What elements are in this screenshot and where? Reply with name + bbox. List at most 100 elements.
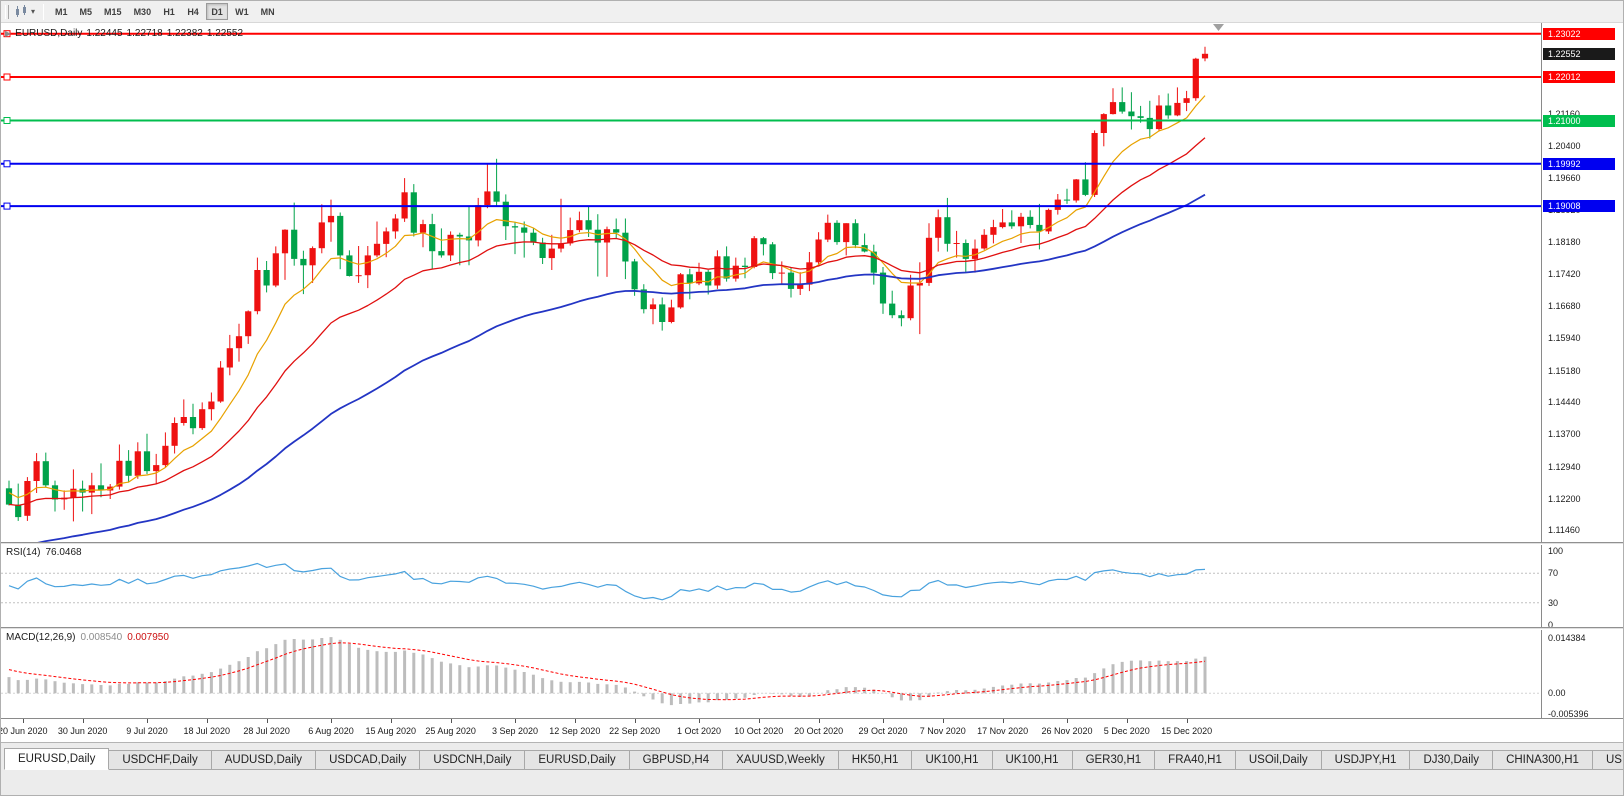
price-axis-label: 1.12940 xyxy=(1548,461,1581,472)
date-label: 6 Aug 2020 xyxy=(308,726,354,736)
timeframe-button-h4[interactable]: H4 xyxy=(187,7,199,17)
date-label: 12 Sep 2020 xyxy=(549,726,601,736)
date-label: 7 Nov 2020 xyxy=(919,726,966,736)
tab-dj30-daily-15[interactable]: DJ30,Daily xyxy=(1410,750,1494,770)
tab-uk100-h1-10[interactable]: UK100,H1 xyxy=(992,750,1073,770)
tab-bar-container: EURUSD,Daily USDCHF,Daily AUDUSD,Daily USDC… xyxy=(1,742,1623,795)
timeframes-toolbar: ▾ M1 M5 M15 M30 H1 H4 D1 W1 MN xyxy=(1,1,1623,23)
tab-china300-h1-16[interactable]: CHINA300,H1 xyxy=(1493,750,1593,770)
rsi-axis-label: 100 xyxy=(1548,546,1564,556)
time-axis-tick xyxy=(942,719,944,723)
hline-price-box: 1.19008 xyxy=(1543,200,1615,213)
date-label: 15 Aug 2020 xyxy=(365,726,417,736)
time-axis[interactable]: 20 Jun 2020 30 Jun 2020 9 Jul 2020 18 Jul 2… xyxy=(1,718,1623,742)
macd-signal-value: 0.007950 xyxy=(127,632,169,643)
rsi-axis-label: 70 xyxy=(1548,568,1559,579)
tab-hk50-h1-8[interactable]: HK50,H1 xyxy=(838,750,913,770)
pane-divider[interactable] xyxy=(1,542,1623,545)
price-axis-label: 1.15180 xyxy=(1548,365,1581,376)
macd-pane[interactable]: MACD(12,26,9) 0.008540 0.007950 xyxy=(1,630,1541,718)
pane-divider[interactable] xyxy=(1,627,1623,630)
price-axis[interactable]: 1.211601.204001.196601.189201.181801.174… xyxy=(1541,23,1623,542)
timeframe-button-m15[interactable]: M15 xyxy=(104,7,122,17)
macd-axis[interactable]: 0.014384 0.00 -0.005396 xyxy=(1541,630,1623,719)
price-chart-pane[interactable]: ▶ EURUSD,Daily 1.22445 1.22718 1.22382 1.2255… xyxy=(1,23,1541,542)
tab-eurusd-daily-0[interactable]: EURUSD,Daily xyxy=(4,748,110,770)
dropdown-caret-icon[interactable]: ▾ xyxy=(31,7,36,16)
tab-us-17[interactable]: US xyxy=(1592,750,1623,770)
price-axis-label: 1.15940 xyxy=(1548,332,1581,343)
tab-usdcad-daily-3[interactable]: USDCAD,Daily xyxy=(316,750,421,770)
tab-fra40-h1-12[interactable]: FRA40,H1 xyxy=(1155,750,1236,770)
hline-price-box: 1.22012 xyxy=(1543,71,1615,84)
time-axis-tick xyxy=(1067,719,1068,723)
tab-gbpusd-h4-6[interactable]: GBPUSD,H4 xyxy=(629,750,724,770)
date-label: 17 Nov 2020 xyxy=(977,726,1029,736)
time-axis-tick xyxy=(634,719,636,723)
time-axis-tick xyxy=(331,719,332,723)
timeframe-button-w1[interactable]: W1 xyxy=(235,7,249,17)
date-label: 22 Sep 2020 xyxy=(609,726,661,736)
date-label: 30 Jun 2020 xyxy=(57,726,108,736)
date-label: 3 Sep 2020 xyxy=(491,726,539,736)
rsi-value: 76.0468 xyxy=(45,547,82,558)
tab-usdchf-daily-1[interactable]: USDCHF,Daily xyxy=(109,750,212,770)
high-value: 1.22718 xyxy=(126,28,163,39)
rsi-pane[interactable]: RSI(14) 76.0468 xyxy=(1,545,1541,627)
date-label: 5 Dec 2020 xyxy=(1103,726,1150,736)
date-label: 26 Nov 2020 xyxy=(1041,726,1093,736)
macd-canvas[interactable] xyxy=(1,630,1541,718)
timeframe-button-m1[interactable]: M1 xyxy=(55,7,68,17)
time-axis-tick xyxy=(758,719,760,723)
macd-main-value: 0.008540 xyxy=(80,632,123,643)
tab-usdcnh-daily-4[interactable]: USDCNH,Daily xyxy=(420,750,526,770)
time-axis-tick xyxy=(818,719,820,723)
price-axis-label: 1.11460 xyxy=(1548,525,1580,536)
rsi-label-row: RSI(14) 76.0468 xyxy=(6,547,87,558)
time-axis-tick xyxy=(22,719,24,723)
rsi-canvas[interactable] xyxy=(1,545,1541,627)
price-chart-canvas[interactable] xyxy=(1,23,1541,542)
price-axis-label: 1.20400 xyxy=(1548,141,1581,152)
tab-audusd-daily-2[interactable]: AUDUSD,Daily xyxy=(211,750,317,770)
time-axis-tick xyxy=(147,719,148,723)
price-axis-label: 1.18180 xyxy=(1548,236,1581,247)
macd-label-row: MACD(12,26,9) 0.008540 0.007950 xyxy=(6,632,174,643)
timeframe-button-d1[interactable]: D1 xyxy=(206,3,229,20)
tab-usoil-daily-13[interactable]: USOil,Daily xyxy=(1235,750,1322,770)
timeframe-button-h1[interactable]: H1 xyxy=(163,7,175,17)
price-axis-label: 1.13700 xyxy=(1548,429,1581,440)
hline-price-box: 1.21000 xyxy=(1543,114,1615,127)
tab-usdjpy-h1-14[interactable]: USDJPY,H1 xyxy=(1321,750,1411,770)
macd-axis-label: 0.014384 xyxy=(1548,633,1586,643)
timeframe-button-m5[interactable]: M5 xyxy=(79,7,93,17)
time-axis-tick xyxy=(1126,719,1128,723)
timeframe-button-mn[interactable]: MN xyxy=(260,7,275,17)
time-axis-tick xyxy=(82,719,84,723)
time-axis-tick xyxy=(699,719,700,723)
price-axis-label: 1.12200 xyxy=(1548,493,1581,504)
tab-eurusd-daily-5[interactable]: EURUSD,Daily xyxy=(525,750,630,770)
rsi-axis[interactable]: 100 70 30 0 xyxy=(1541,545,1623,630)
time-axis-tick xyxy=(206,719,208,723)
time-axis-tick xyxy=(390,719,392,723)
tab-uk100-h1-9[interactable]: UK100,H1 xyxy=(912,750,993,770)
one-click-trading-icon[interactable]: ▶ xyxy=(5,29,12,38)
chart-type-icon[interactable] xyxy=(13,4,31,20)
rsi-axis-label: 0 xyxy=(1548,620,1554,630)
price-axis-label: 1.21160 xyxy=(1548,109,1580,119)
hline-price-box: 1.23022 xyxy=(1543,27,1615,40)
macd-axis-label: -0.005396 xyxy=(1548,709,1589,719)
rsi-label: RSI(14) xyxy=(6,547,41,558)
price-axis-label: 1.19660 xyxy=(1548,173,1581,184)
toolbar-separator xyxy=(43,3,45,20)
tab-xauusd-weekly-7[interactable]: XAUUSD,Weekly xyxy=(723,750,839,770)
date-label: 28 Jul 2020 xyxy=(243,726,290,736)
chart-tabs: EURUSD,Daily USDCHF,Daily AUDUSD,Daily USDC… xyxy=(1,743,1623,770)
time-axis-tick xyxy=(450,719,452,723)
timeframe-button-m30[interactable]: M30 xyxy=(133,7,152,17)
tab-ger30-h1-11[interactable]: GER30,H1 xyxy=(1072,750,1156,770)
toolbar-grip[interactable] xyxy=(5,4,9,19)
date-label: 18 Jul 2020 xyxy=(183,726,231,736)
date-label: 9 Jul 2020 xyxy=(126,726,168,736)
